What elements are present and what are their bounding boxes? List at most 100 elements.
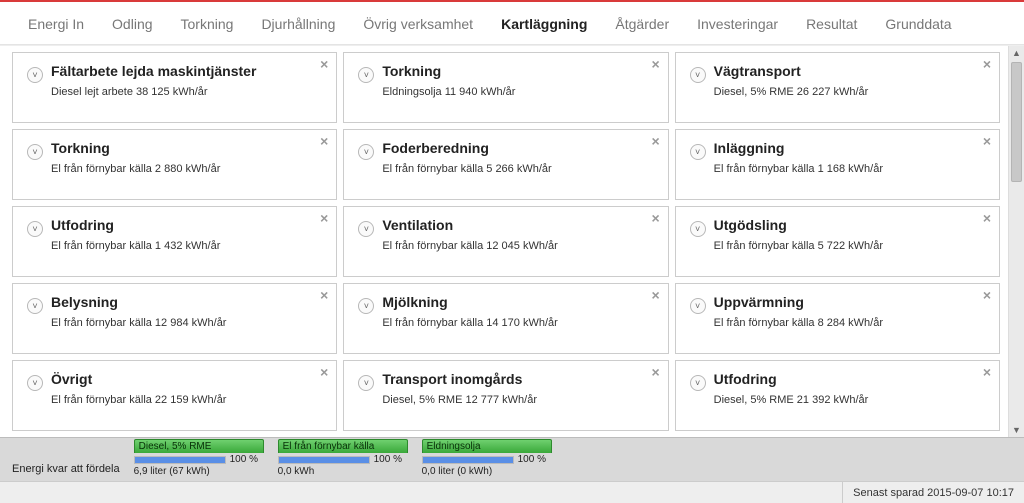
scroll-up-button[interactable]: ▲ bbox=[1012, 48, 1021, 58]
close-icon[interactable]: × bbox=[320, 288, 328, 302]
meters-row: Diesel, 5% RME100 %6,9 liter (67 kWh)El … bbox=[134, 439, 552, 477]
meter-fill bbox=[423, 457, 513, 463]
close-icon[interactable]: × bbox=[320, 134, 328, 148]
close-icon[interactable]: × bbox=[983, 365, 991, 379]
main-tabs: Energi InOdlingTorkningDjurhållningÖvrig… bbox=[0, 2, 1024, 45]
card-subtitle: El från förnybar källa 12 984 kWh/år bbox=[51, 317, 324, 329]
meter-sub: 0,0 kWh bbox=[278, 466, 408, 477]
energy-meter: El från förnybar källa100 %0,0 kWh bbox=[278, 439, 408, 477]
chevron-down-icon[interactable]: ˅ bbox=[358, 144, 374, 160]
card: × ˅ Inläggning El från förnybar källa 1 168… bbox=[675, 129, 1000, 200]
card-body: BelysningEl från förnybar källa 12 984 k… bbox=[51, 294, 324, 329]
card: × ˅ Fältarbete lejda maskintjänster Diesel … bbox=[12, 52, 337, 123]
scroll-down-button[interactable]: ▼ bbox=[1012, 425, 1021, 435]
card-subtitle: Diesel lejt arbete 38 125 kWh/år bbox=[51, 86, 324, 98]
meter-bar bbox=[278, 456, 370, 464]
card: × ˅ Uppvärmning El från förnybar källa 8 28… bbox=[675, 283, 1000, 354]
card-title: Uppvärmning bbox=[714, 294, 987, 311]
chevron-down-icon[interactable]: ˅ bbox=[358, 298, 374, 314]
tab-åtgärder[interactable]: Åtgärder bbox=[601, 10, 683, 38]
meter-sub: 6,9 liter (67 kWh) bbox=[134, 466, 264, 477]
chevron-down-icon[interactable]: ˅ bbox=[690, 375, 706, 391]
meter-percent: 100 % bbox=[230, 454, 264, 465]
tab-kartläggning[interactable]: Kartläggning bbox=[487, 10, 601, 38]
close-icon[interactable]: × bbox=[983, 288, 991, 302]
meter-name: Diesel, 5% RME bbox=[134, 439, 264, 453]
energy-meter: Diesel, 5% RME100 %6,9 liter (67 kWh) bbox=[134, 439, 264, 477]
card-title: Fältarbete lejda maskintjänster bbox=[51, 63, 324, 80]
card: ×˅FoderberedningEl från förnybar källa 5… bbox=[343, 129, 668, 200]
meter-bar-row: 100 % bbox=[134, 454, 264, 465]
card-body: Ventilation El från förnybar källa 12 045… bbox=[382, 217, 655, 252]
card-subtitle: El från förnybar källa 2 880 kWh/år bbox=[51, 163, 324, 175]
tab-resultat[interactable]: Resultat bbox=[792, 10, 871, 38]
cards-grid: × ˅ Fältarbete lejda maskintjänster Diesel … bbox=[0, 46, 1008, 437]
card-body: UtfodringEl från förnybar källa 1 432 kW… bbox=[51, 217, 324, 252]
scroll-thumb[interactable] bbox=[1011, 62, 1022, 182]
card-body: ÖvrigtEl från förnybar källa 22 159 kWh/… bbox=[51, 371, 324, 406]
card: ×˅UtgödslingEl från förnybar källa 5 722… bbox=[675, 206, 1000, 277]
chevron-down-icon[interactable]: ˅ bbox=[27, 375, 43, 391]
card-subtitle: El från förnybar källa 8 284 kWh/år bbox=[714, 317, 987, 329]
scroll-track[interactable] bbox=[1009, 58, 1024, 425]
meter-name: Eldningsolja bbox=[422, 439, 552, 453]
vertical-scrollbar[interactable]: ▲ ▼ bbox=[1008, 46, 1024, 437]
chevron-down-icon[interactable]: ˅ bbox=[358, 67, 374, 83]
card-body: VägtransportDiesel, 5% RME 26 227 kWh/år bbox=[714, 63, 987, 98]
close-icon[interactable]: × bbox=[651, 57, 659, 71]
card-body: UtfodringDiesel, 5% RME 21 392 kWh/år bbox=[714, 371, 987, 406]
energy-meter: Eldningsolja100 %0,0 liter (0 kWh) bbox=[422, 439, 552, 477]
card: × ˅ ÖvrigtEl från förnybar källa 22 159 kW… bbox=[12, 360, 337, 431]
chevron-down-icon[interactable]: ˅ bbox=[690, 144, 706, 160]
card: × ˅ Ventilation El från förnybar källa 12 0… bbox=[343, 206, 668, 277]
close-icon[interactable]: × bbox=[983, 57, 991, 71]
close-icon[interactable]: × bbox=[651, 211, 659, 225]
chevron-down-icon[interactable]: ˅ bbox=[27, 67, 43, 83]
card-subtitle: El från förnybar källa 12 045 kWh/år bbox=[382, 240, 655, 252]
card-title: Mjölkning bbox=[382, 294, 655, 311]
tab-djurhållning[interactable]: Djurhållning bbox=[247, 10, 349, 38]
chevron-down-icon[interactable]: ˅ bbox=[358, 375, 374, 391]
card-title: Torkning bbox=[382, 63, 655, 80]
close-icon[interactable]: × bbox=[983, 134, 991, 148]
card-subtitle: Diesel, 5% RME 21 392 kWh/år bbox=[714, 394, 987, 406]
card: × ˅ UtfodringEl från förnybar källa 1 432 … bbox=[12, 206, 337, 277]
close-icon[interactable]: × bbox=[651, 134, 659, 148]
meter-fill bbox=[279, 457, 369, 463]
card-title: Ventilation bbox=[382, 217, 655, 234]
close-icon[interactable]: × bbox=[320, 211, 328, 225]
chevron-down-icon[interactable]: ˅ bbox=[27, 144, 43, 160]
tab-torkning[interactable]: Torkning bbox=[167, 10, 248, 38]
tab-odling[interactable]: Odling bbox=[98, 10, 166, 38]
close-icon[interactable]: × bbox=[320, 365, 328, 379]
meter-bar bbox=[134, 456, 226, 464]
card-subtitle: El från förnybar källa 1 168 kWh/år bbox=[714, 163, 987, 175]
close-icon[interactable]: × bbox=[320, 57, 328, 71]
tab-grunddata[interactable]: Grunddata bbox=[871, 10, 965, 38]
card-subtitle: El från förnybar källa 5 722 kWh/år bbox=[714, 240, 987, 252]
meter-percent: 100 % bbox=[518, 454, 552, 465]
app-window: Energi InOdlingTorkningDjurhållningÖvrig… bbox=[0, 0, 1024, 503]
chevron-down-icon[interactable]: ˅ bbox=[690, 298, 706, 314]
chevron-down-icon[interactable]: ˅ bbox=[27, 298, 43, 314]
tab-investeringar[interactable]: Investeringar bbox=[683, 10, 792, 38]
card-title: Inläggning bbox=[714, 140, 987, 157]
card-body: Transport inomgårdsDiesel, 5% RME 12 777… bbox=[382, 371, 655, 406]
card: × ˅ Transport inomgårdsDiesel, 5% RME 12 7… bbox=[343, 360, 668, 431]
tab-övrig-verksamhet[interactable]: Övrig verksamhet bbox=[349, 10, 487, 38]
chevron-down-icon[interactable]: ˅ bbox=[358, 221, 374, 237]
meter-bar-row: 100 % bbox=[278, 454, 408, 465]
close-icon[interactable]: × bbox=[983, 211, 991, 225]
card-body: Inläggning El från förnybar källa 1 168 k… bbox=[714, 140, 987, 175]
chevron-down-icon[interactable]: ˅ bbox=[27, 221, 43, 237]
card: × ˅ VägtransportDiesel, 5% RME 26 227 kWh/… bbox=[675, 52, 1000, 123]
chevron-down-icon[interactable]: ˅ bbox=[690, 67, 706, 83]
tab-energi-in[interactable]: Energi In bbox=[14, 10, 98, 38]
close-icon[interactable]: × bbox=[651, 365, 659, 379]
close-icon[interactable]: × bbox=[651, 288, 659, 302]
card-body: TorkningEl från förnybar källa 2 880 kWh… bbox=[51, 140, 324, 175]
card-title: Vägtransport bbox=[714, 63, 987, 80]
chevron-down-icon[interactable]: ˅ bbox=[690, 221, 706, 237]
meter-percent: 100 % bbox=[374, 454, 408, 465]
footer-label: Energi kvar att fördela bbox=[12, 463, 120, 477]
